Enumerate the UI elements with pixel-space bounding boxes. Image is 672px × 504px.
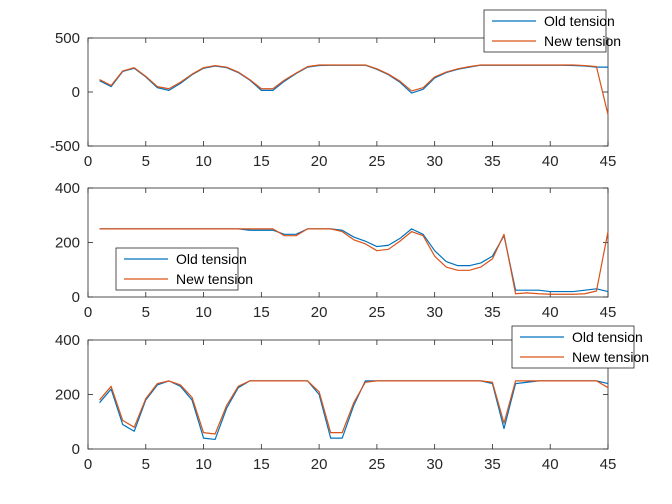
- y-tick-label: 400: [55, 332, 80, 349]
- x-tick-label: 40: [542, 304, 559, 321]
- series-line-new-tension: [99, 380, 609, 435]
- series-line-new-tension: [99, 228, 609, 295]
- x-tick-label: 0: [84, 304, 92, 321]
- legend-label: New tension: [572, 349, 649, 365]
- x-tick-label: 10: [195, 456, 212, 473]
- legend-label: New tension: [176, 271, 253, 287]
- x-tick-label: 15: [253, 153, 270, 170]
- y-tick-label: 0: [72, 441, 80, 458]
- y-tick-label: 200: [55, 235, 80, 252]
- x-tick-label: 5: [142, 304, 150, 321]
- legend: Old tension New tension: [115, 247, 253, 291]
- y-tick-label: 200: [55, 387, 80, 404]
- y-tick-label: 400: [55, 180, 80, 197]
- x-tick-label: 25: [369, 153, 386, 170]
- legend-box: [511, 325, 635, 369]
- x-tick-label: 35: [484, 304, 501, 321]
- x-tick-label: 40: [542, 456, 559, 473]
- legend-label: New tension: [544, 33, 621, 49]
- x-tick-label: 20: [311, 456, 328, 473]
- x-tick-label: 15: [253, 456, 270, 473]
- x-tick-label: 45: [600, 153, 617, 170]
- y-tick-label: 0: [72, 84, 80, 101]
- y-tick-label: 500: [55, 30, 80, 47]
- x-tick-label: 10: [195, 153, 212, 170]
- legend-box: [483, 9, 607, 53]
- subplot-3: 0 5 10 15 20 25 30 35 40 45 400 200 0 Old tension New …: [55, 325, 649, 473]
- x-tick-label: 5: [142, 456, 150, 473]
- x-tick-label: 30: [426, 304, 443, 321]
- x-tick-label: 15: [253, 304, 270, 321]
- series-line-new-tension: [99, 64, 609, 115]
- x-tick-label: 5: [142, 153, 150, 170]
- subplot-2: 0 5 10 15 20 25 30 35 40 45 400 200 0 Old tension New …: [55, 180, 616, 321]
- x-tick-label: 30: [426, 153, 443, 170]
- legend-label: Old tension: [572, 329, 643, 345]
- legend: Old tension New tension: [511, 325, 649, 369]
- series-line-old-tension: [99, 64, 608, 94]
- y-tick-label: -500: [50, 138, 80, 155]
- legend-label: Old tension: [544, 13, 615, 29]
- y-tick-label: 0: [72, 289, 80, 306]
- x-tick-label: 45: [600, 456, 617, 473]
- axes-box: [87, 37, 609, 147]
- series-line-old-tension: [99, 380, 609, 441]
- x-tick-label: 35: [484, 153, 501, 170]
- x-tick-label: 30: [426, 456, 443, 473]
- legend: Old tension New tension: [483, 9, 621, 53]
- x-tick-label: 25: [369, 456, 386, 473]
- x-tick-label: 0: [84, 456, 92, 473]
- x-tick-label: 40: [542, 153, 559, 170]
- x-tick-label: 25: [369, 304, 386, 321]
- legend-label: Old tension: [176, 251, 247, 267]
- x-tick-label: 20: [311, 304, 328, 321]
- x-tick-label: 0: [84, 153, 92, 170]
- x-tick-label: 35: [484, 456, 501, 473]
- x-tick-label: 45: [600, 304, 617, 321]
- x-tick-label: 10: [195, 304, 212, 321]
- x-tick-label: 20: [311, 153, 328, 170]
- legend-box: [115, 247, 239, 291]
